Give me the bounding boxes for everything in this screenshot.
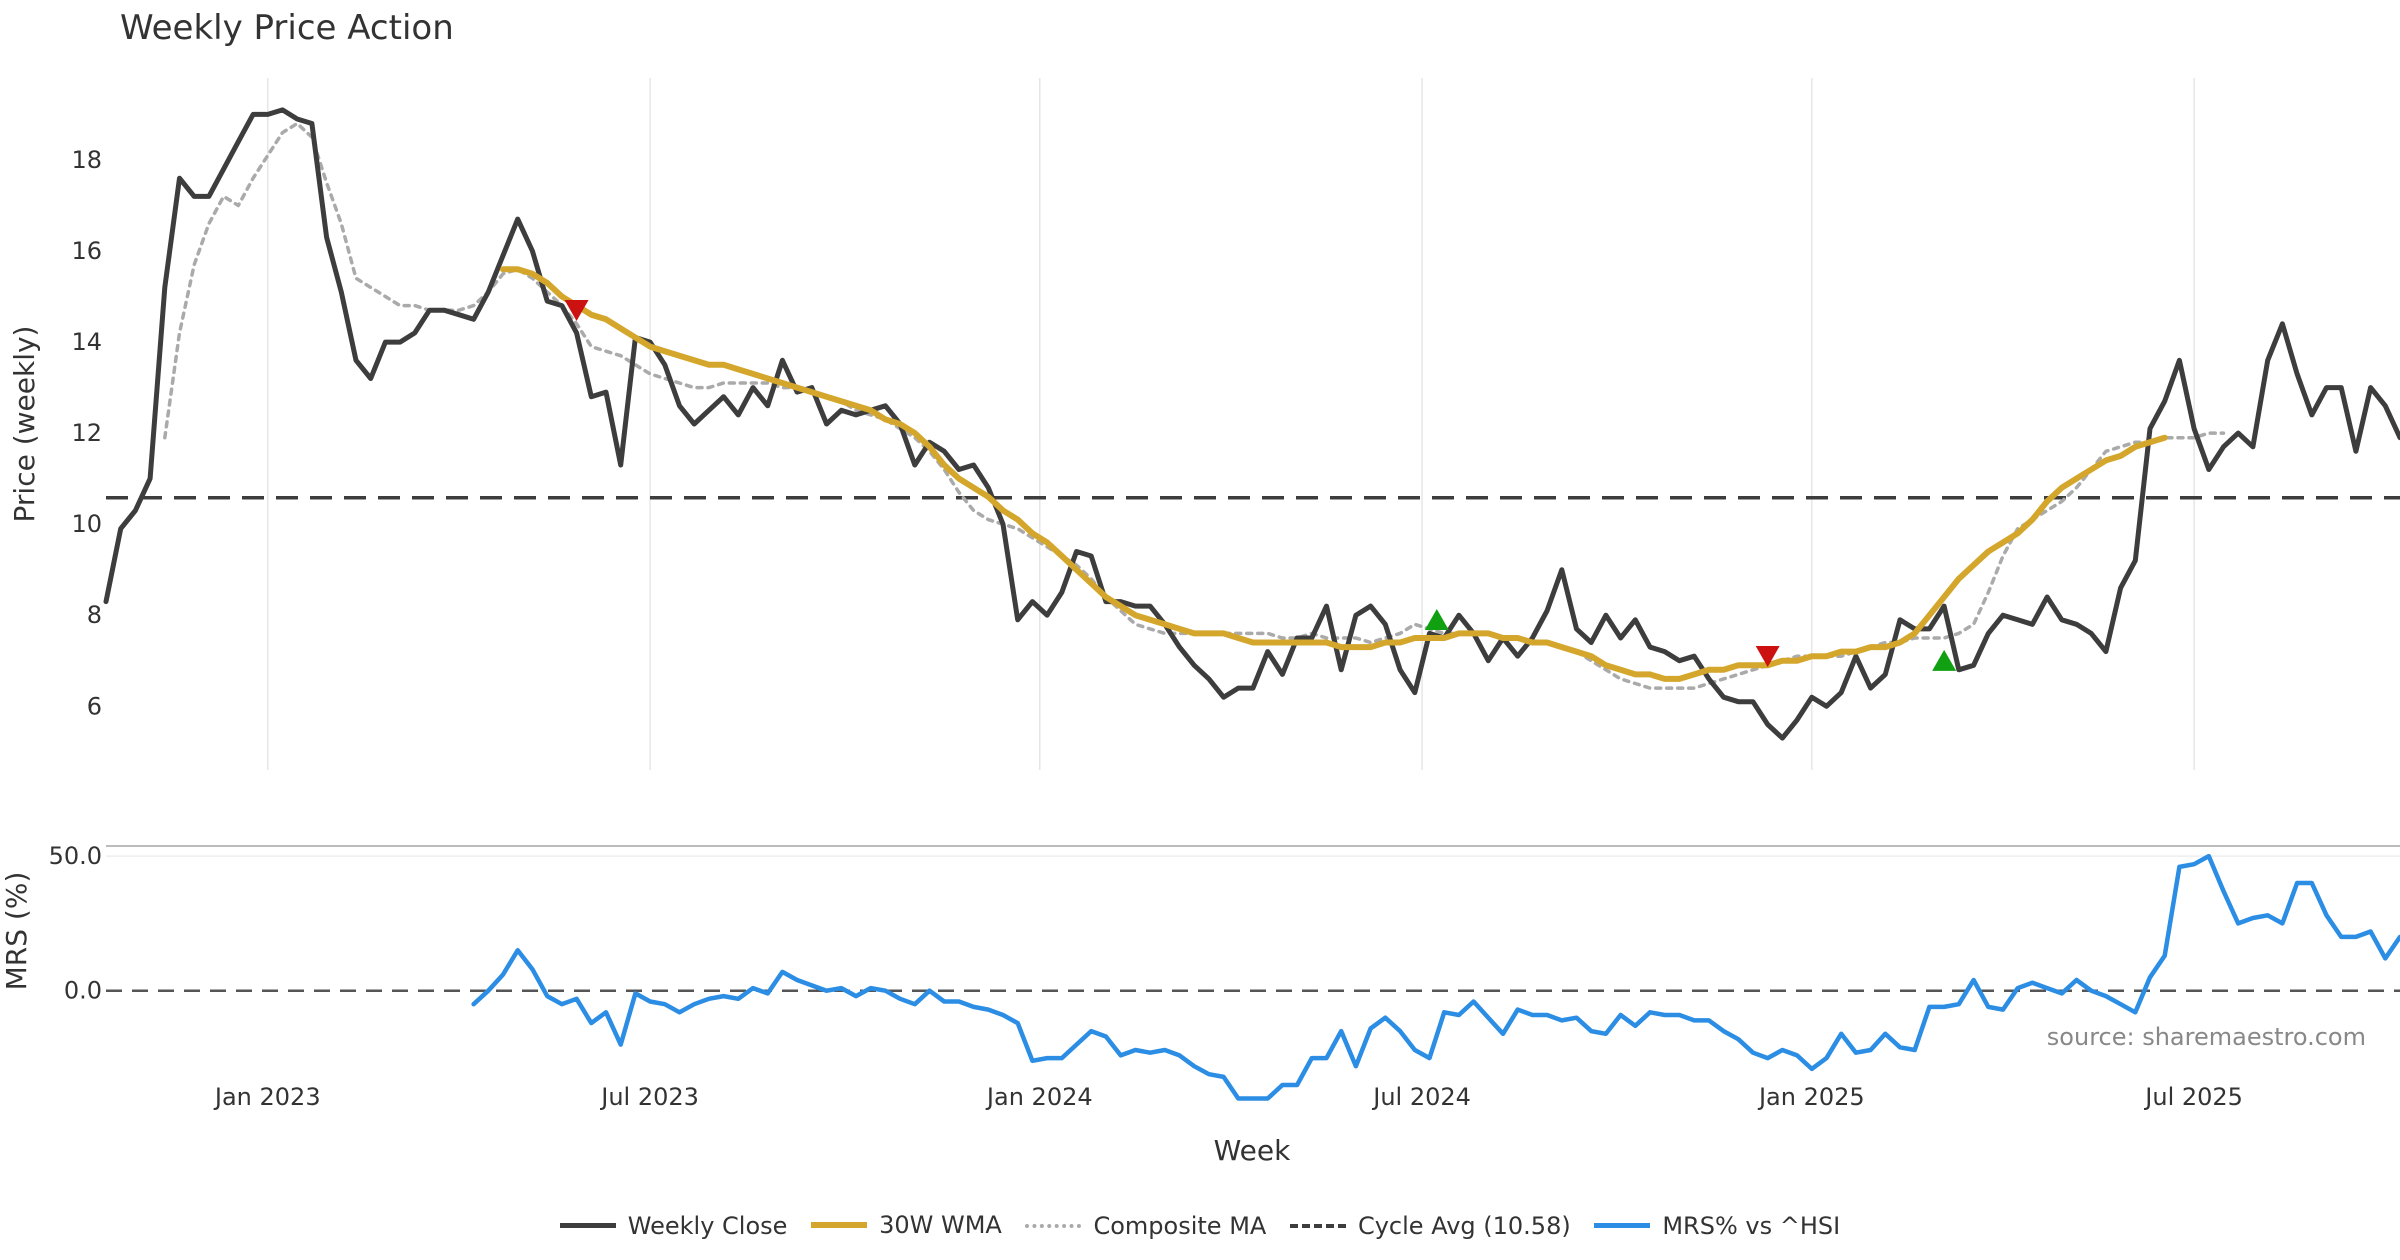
legend-swatch-composite-ma bbox=[1025, 1224, 1082, 1228]
price-panel: 6 8 10 12 14 16 18 Price (weekly) bbox=[8, 78, 2400, 770]
source-annotation: source: sharemaestro.com bbox=[2047, 1023, 2366, 1051]
y-axis-label-price: Price (weekly) bbox=[8, 326, 41, 523]
x-tick-label-jul-2023: Jul 2023 bbox=[599, 1083, 699, 1111]
chart-title: Weekly Price Action bbox=[120, 8, 454, 48]
legend-label-cycle-avg: Cycle Avg (10.58) bbox=[1357, 1212, 1571, 1240]
legend-swatch-mrs bbox=[1594, 1223, 1651, 1228]
marker-sell-1 bbox=[564, 299, 589, 321]
legend-label-composite-ma: Composite MA bbox=[1093, 1212, 1267, 1240]
mrs-panel: 50.0 0.0 MRS (%) source: sharemaestro.com bbox=[0, 842, 2400, 1101]
x-tick-label-jul-2024: Jul 2024 bbox=[1371, 1083, 1471, 1111]
y-tick-label-12: 12 bbox=[71, 419, 102, 447]
legend-label-weekly-close: Weekly Close bbox=[627, 1211, 788, 1240]
series-line-mrs bbox=[471, 853, 2400, 1101]
x-tick-label-jan-2024: Jan 2024 bbox=[985, 1083, 1093, 1111]
x-axis-label: Week bbox=[1214, 1134, 1291, 1167]
legend-item-composite-ma[interactable]: Composite MA bbox=[1025, 1212, 1266, 1240]
legend-label-mrs: MRS% vs ^HSI bbox=[1662, 1211, 1841, 1240]
series-line-weekly-close bbox=[103, 107, 2400, 741]
marker-sell-3 bbox=[1755, 645, 1780, 667]
x-tick-label-jan-2025: Jan 2025 bbox=[1757, 1083, 1865, 1111]
legend: Weekly Close 30W WMA Composite MA Cycle … bbox=[0, 1206, 2400, 1240]
legend-item-cycle-avg[interactable]: Cycle Avg (10.58) bbox=[1289, 1212, 1571, 1240]
legend-swatch-weekly-close bbox=[559, 1223, 616, 1228]
mrs-y-tick-label-0-0: 0.0 bbox=[64, 977, 102, 1005]
series-line-composite-ma bbox=[163, 121, 2226, 690]
y-tick-label-10: 10 bbox=[71, 510, 102, 538]
y-tick-label-8: 8 bbox=[87, 601, 102, 629]
legend-item-mrs[interactable]: MRS% vs ^HSI bbox=[1594, 1212, 1840, 1240]
y-tick-label-6: 6 bbox=[87, 692, 102, 720]
x-tick-label-jul-2025: Jul 2025 bbox=[2143, 1083, 2243, 1111]
legend-swatch-cycle-avg bbox=[1289, 1224, 1346, 1228]
y-tick-label-14: 14 bbox=[71, 328, 102, 356]
series-line-30w-wma bbox=[500, 266, 2168, 682]
mrs-y-tick-label-50-0: 50.0 bbox=[49, 842, 102, 870]
legend-swatch-30w-wma bbox=[811, 1222, 868, 1228]
marker-buy-2 bbox=[1424, 608, 1449, 630]
y-tick-label-16: 16 bbox=[71, 237, 102, 265]
x-tick-label-jan-2023: Jan 2023 bbox=[213, 1083, 321, 1111]
y-tick-label-18: 18 bbox=[71, 146, 102, 174]
x-axis: Jan 2023 Jul 2023 Jan 2024 Jul 2024 Jan 2025… bbox=[213, 1083, 2243, 1167]
legend-item-weekly-close[interactable]: Weekly Close bbox=[559, 1211, 788, 1240]
legend-item-30w-wma[interactable]: 30W WMA bbox=[811, 1211, 1002, 1239]
y-axis-label-mrs: MRS (%) bbox=[0, 872, 33, 991]
legend-label-30w-wma: 30W WMA bbox=[879, 1211, 1002, 1239]
marker-buy-4 bbox=[1932, 649, 1957, 671]
